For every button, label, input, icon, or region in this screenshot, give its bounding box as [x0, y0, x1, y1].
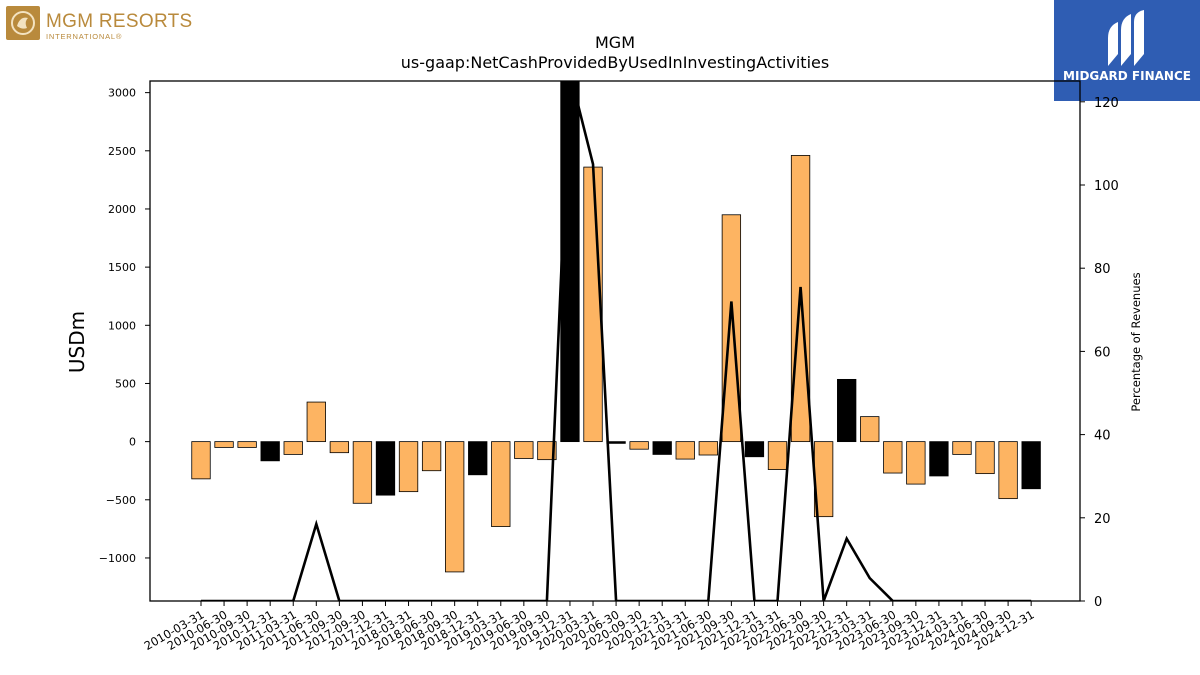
bar	[214, 441, 234, 448]
bar	[998, 441, 1018, 500]
logo-subtitle: INTERNATIONAL®	[46, 32, 123, 41]
bar	[860, 416, 880, 443]
lion-icon	[6, 6, 40, 40]
bar	[698, 441, 718, 456]
y2-tick-label: 80	[1094, 262, 1111, 277]
bar	[283, 441, 303, 455]
logo-name: MGM RESORTS	[46, 11, 193, 32]
y-tick-label: 1000	[108, 319, 136, 332]
y-tick-label: 0	[129, 436, 136, 449]
bar	[629, 441, 649, 450]
bar	[1021, 441, 1041, 490]
bar	[675, 441, 695, 460]
bar	[514, 441, 534, 459]
y2-tick-label: 20	[1094, 512, 1111, 527]
logo-brand-name: MIDGARD FINANCE	[1063, 69, 1191, 83]
bar	[837, 378, 857, 443]
bar	[398, 441, 419, 493]
bar	[975, 441, 995, 475]
bar	[560, 81, 580, 443]
bar	[606, 441, 626, 444]
bar	[306, 401, 326, 443]
bar	[191, 441, 211, 480]
y2-tick-label: 40	[1094, 429, 1111, 444]
y2-tick-label: 60	[1094, 345, 1111, 360]
bar	[468, 441, 488, 476]
y-tick-label: −1000	[99, 552, 136, 565]
y-axis-label: USDm	[65, 311, 89, 373]
bar	[952, 441, 972, 455]
y2-axis-label: Percentage of Revenues	[1129, 272, 1143, 411]
plot-frame	[149, 80, 1081, 602]
bar	[744, 441, 765, 458]
chart-title: MGM	[595, 33, 635, 52]
bar	[906, 441, 926, 485]
bar	[767, 441, 788, 470]
y-tick-label: 1500	[108, 261, 136, 274]
bars-group	[191, 81, 1041, 601]
y-tick-label: 2000	[108, 203, 136, 216]
y2-tick-label: 100	[1094, 179, 1119, 194]
y-tick-label: −500	[106, 494, 136, 507]
bar	[352, 441, 373, 504]
y-tick-label: 2500	[108, 145, 136, 158]
bar	[375, 441, 396, 496]
bar	[237, 441, 257, 448]
bar	[929, 441, 949, 477]
y-tick-label: 500	[115, 377, 136, 390]
bar	[491, 441, 511, 527]
mgm-resorts-logo: MGM RESORTS INTERNATIONAL®	[6, 6, 196, 42]
percentage-line	[201, 81, 1032, 601]
bar	[721, 214, 742, 443]
bar	[329, 441, 350, 454]
y2-tick-label: 0	[1094, 595, 1102, 610]
chart-subtitle: us-gaap:NetCashProvidedByUsedInInvesting…	[401, 53, 829, 72]
bar	[652, 441, 672, 455]
bar	[421, 441, 442, 472]
y-tick-label: 3000	[108, 87, 136, 100]
midgard-mark-icon	[1108, 10, 1144, 66]
bar	[445, 441, 465, 573]
y2-tick-label: 120	[1094, 96, 1119, 111]
bar	[537, 441, 557, 461]
bar	[883, 441, 903, 474]
midgard-finance-logo: MIDGARD FINANCE	[1054, 0, 1200, 101]
bar	[260, 441, 280, 462]
